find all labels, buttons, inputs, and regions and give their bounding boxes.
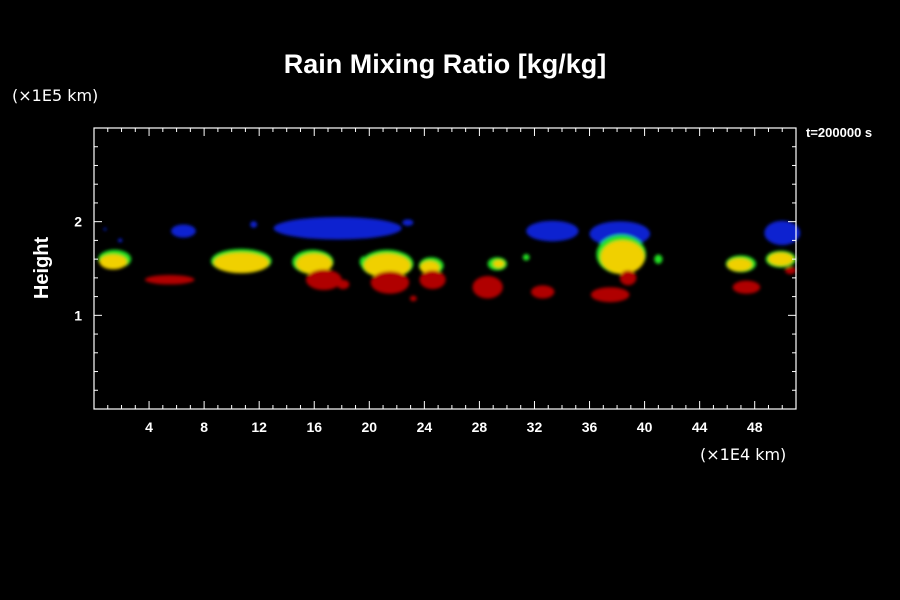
rain-region-yellow (493, 260, 505, 268)
rain-region-green (654, 254, 663, 264)
x-tick-label: 36 (582, 419, 598, 435)
rain-region-red (419, 270, 446, 290)
rain-region-blue (273, 216, 402, 240)
rain-region-yellow (600, 240, 645, 275)
rain-region-yellow (296, 253, 333, 275)
y-unit-label: (×1E5 km) (12, 86, 98, 105)
x-tick-label: 28 (472, 419, 488, 435)
rain-region-red (590, 287, 630, 303)
rain-region-red (409, 295, 417, 302)
time-label: t=200000 s (806, 125, 872, 140)
rain-region-yellow (213, 252, 269, 274)
rain-region-red (732, 280, 761, 294)
y-axis-label: Height (31, 237, 53, 300)
chart-title: Rain Mixing Ratio [kg/kg] (284, 49, 607, 79)
rain-region-blue (118, 238, 123, 243)
rain-region-yellow (768, 252, 794, 266)
rain-region-blue (103, 227, 107, 231)
rain-region-red (784, 266, 797, 275)
x-unit-label: (×1E4 km) (700, 445, 786, 464)
rain-region-blue (526, 220, 579, 242)
rain-region-green (522, 253, 530, 261)
rain-regions (98, 216, 801, 303)
rain-region-red (305, 269, 342, 291)
rain-region-red (144, 275, 195, 285)
rain-region-red (472, 275, 503, 299)
rain-region-blue (171, 224, 196, 238)
x-tick-label: 16 (306, 419, 322, 435)
rain-region-blue (402, 219, 414, 226)
x-tick-label: 8 (200, 419, 208, 435)
x-tick-label: 40 (637, 419, 653, 435)
y-tick-label: 1 (74, 307, 82, 323)
rain-region-red (336, 279, 350, 290)
rain-region-yellow (99, 254, 128, 270)
x-tick-label: 44 (692, 419, 708, 435)
x-tick-label: 20 (362, 419, 378, 435)
x-tick-label: 12 (251, 419, 267, 435)
x-tick-label: 48 (747, 419, 763, 435)
y-tick-label: 2 (74, 214, 82, 230)
rain-region-red (370, 271, 410, 294)
plot-frame (93, 127, 797, 410)
rain-region-blue (764, 220, 801, 246)
rain-region-blue (250, 221, 258, 228)
rain-region-red (531, 285, 555, 299)
x-tick-label: 32 (527, 419, 543, 435)
rain-region-yellow (727, 258, 752, 272)
x-tick-label: 4 (145, 419, 153, 435)
rain-region-yellow (363, 253, 411, 278)
x-tick-label: 24 (417, 419, 433, 435)
rain-region-red (619, 270, 637, 286)
